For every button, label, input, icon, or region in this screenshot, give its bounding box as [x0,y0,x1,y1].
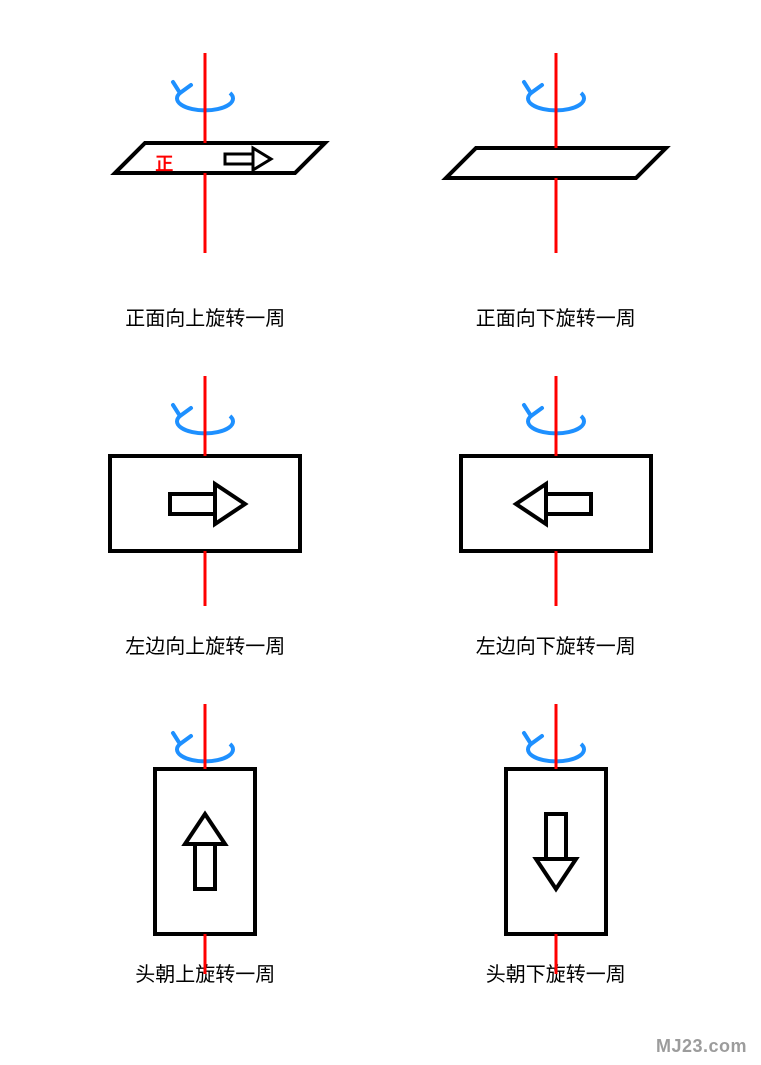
diagram-bot-right [406,694,706,954]
rotation-arrowhead [524,733,542,744]
cell-bot-right: 头朝下旋转一周 [381,677,732,1005]
diagram-mid-right [406,366,706,626]
svg-top-left [55,38,355,268]
diagram-top-right [406,38,706,298]
zheng-label: 正 [155,150,173,176]
diagram-bot-left [55,694,355,954]
cell-bot-left: 头朝上旋转一周 [30,677,381,1005]
parallelogram-shape [115,143,325,173]
cell-top-right: 正面向下旋转一周 [381,20,732,348]
watermark: MJ23.com [656,1036,747,1057]
rect-v-shape [155,769,255,934]
rect-v-shape [506,769,606,934]
svg-bot-right [406,694,706,984]
rotation-arrowhead [173,733,191,744]
cell-mid-left: 左边向上旋转一周 [30,348,381,676]
cell-mid-right: 左边向下旋转一周 [381,348,732,676]
svg-bot-left [55,694,355,984]
rotation-arrowhead [524,405,542,416]
rotation-arrowhead [173,82,191,93]
svg-mid-left [55,366,355,616]
diagram-grid: 正 正面向上旋转一周 正面向下旋转一周 [0,0,761,1065]
rect-h-shape [461,456,651,551]
diagram-top-left: 正 [55,38,355,298]
diagram-mid-left [55,366,355,626]
caption-mid-right: 左边向下旋转一周 [476,630,636,659]
svg-top-right [406,38,706,268]
rotation-arrowhead [173,405,191,416]
svg-mid-right [406,366,706,616]
rect-h-shape [110,456,300,551]
caption-mid-left: 左边向上旋转一周 [125,630,285,659]
caption-top-right: 正面向下旋转一周 [476,302,636,331]
cell-top-left: 正 正面向上旋转一周 [30,20,381,348]
caption-top-left: 正面向上旋转一周 [125,302,285,331]
parallelogram-shape [446,148,666,178]
rotation-arrowhead [524,82,542,93]
